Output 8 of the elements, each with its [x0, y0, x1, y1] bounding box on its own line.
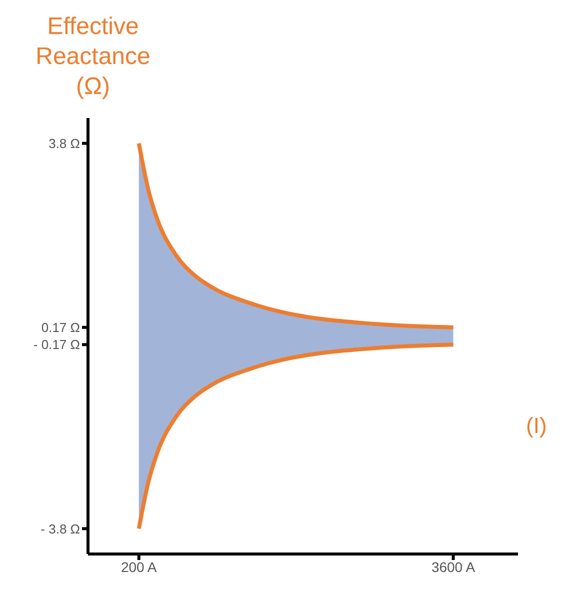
x-tick-label: 3600 A [431, 558, 476, 575]
y-tick-label: 0.17 Ω [41, 320, 80, 335]
y-tick-label: - 3.8 Ω [40, 521, 80, 536]
x-axis-title: (I) [526, 413, 547, 439]
y-tick-label: 3.8 Ω [48, 136, 80, 151]
y-tick-label: - 0.17 Ω [33, 337, 80, 352]
y-axis-title: Effective Reactance (Ω) [34, 12, 152, 102]
x-tick-label: 200 A [120, 558, 158, 575]
